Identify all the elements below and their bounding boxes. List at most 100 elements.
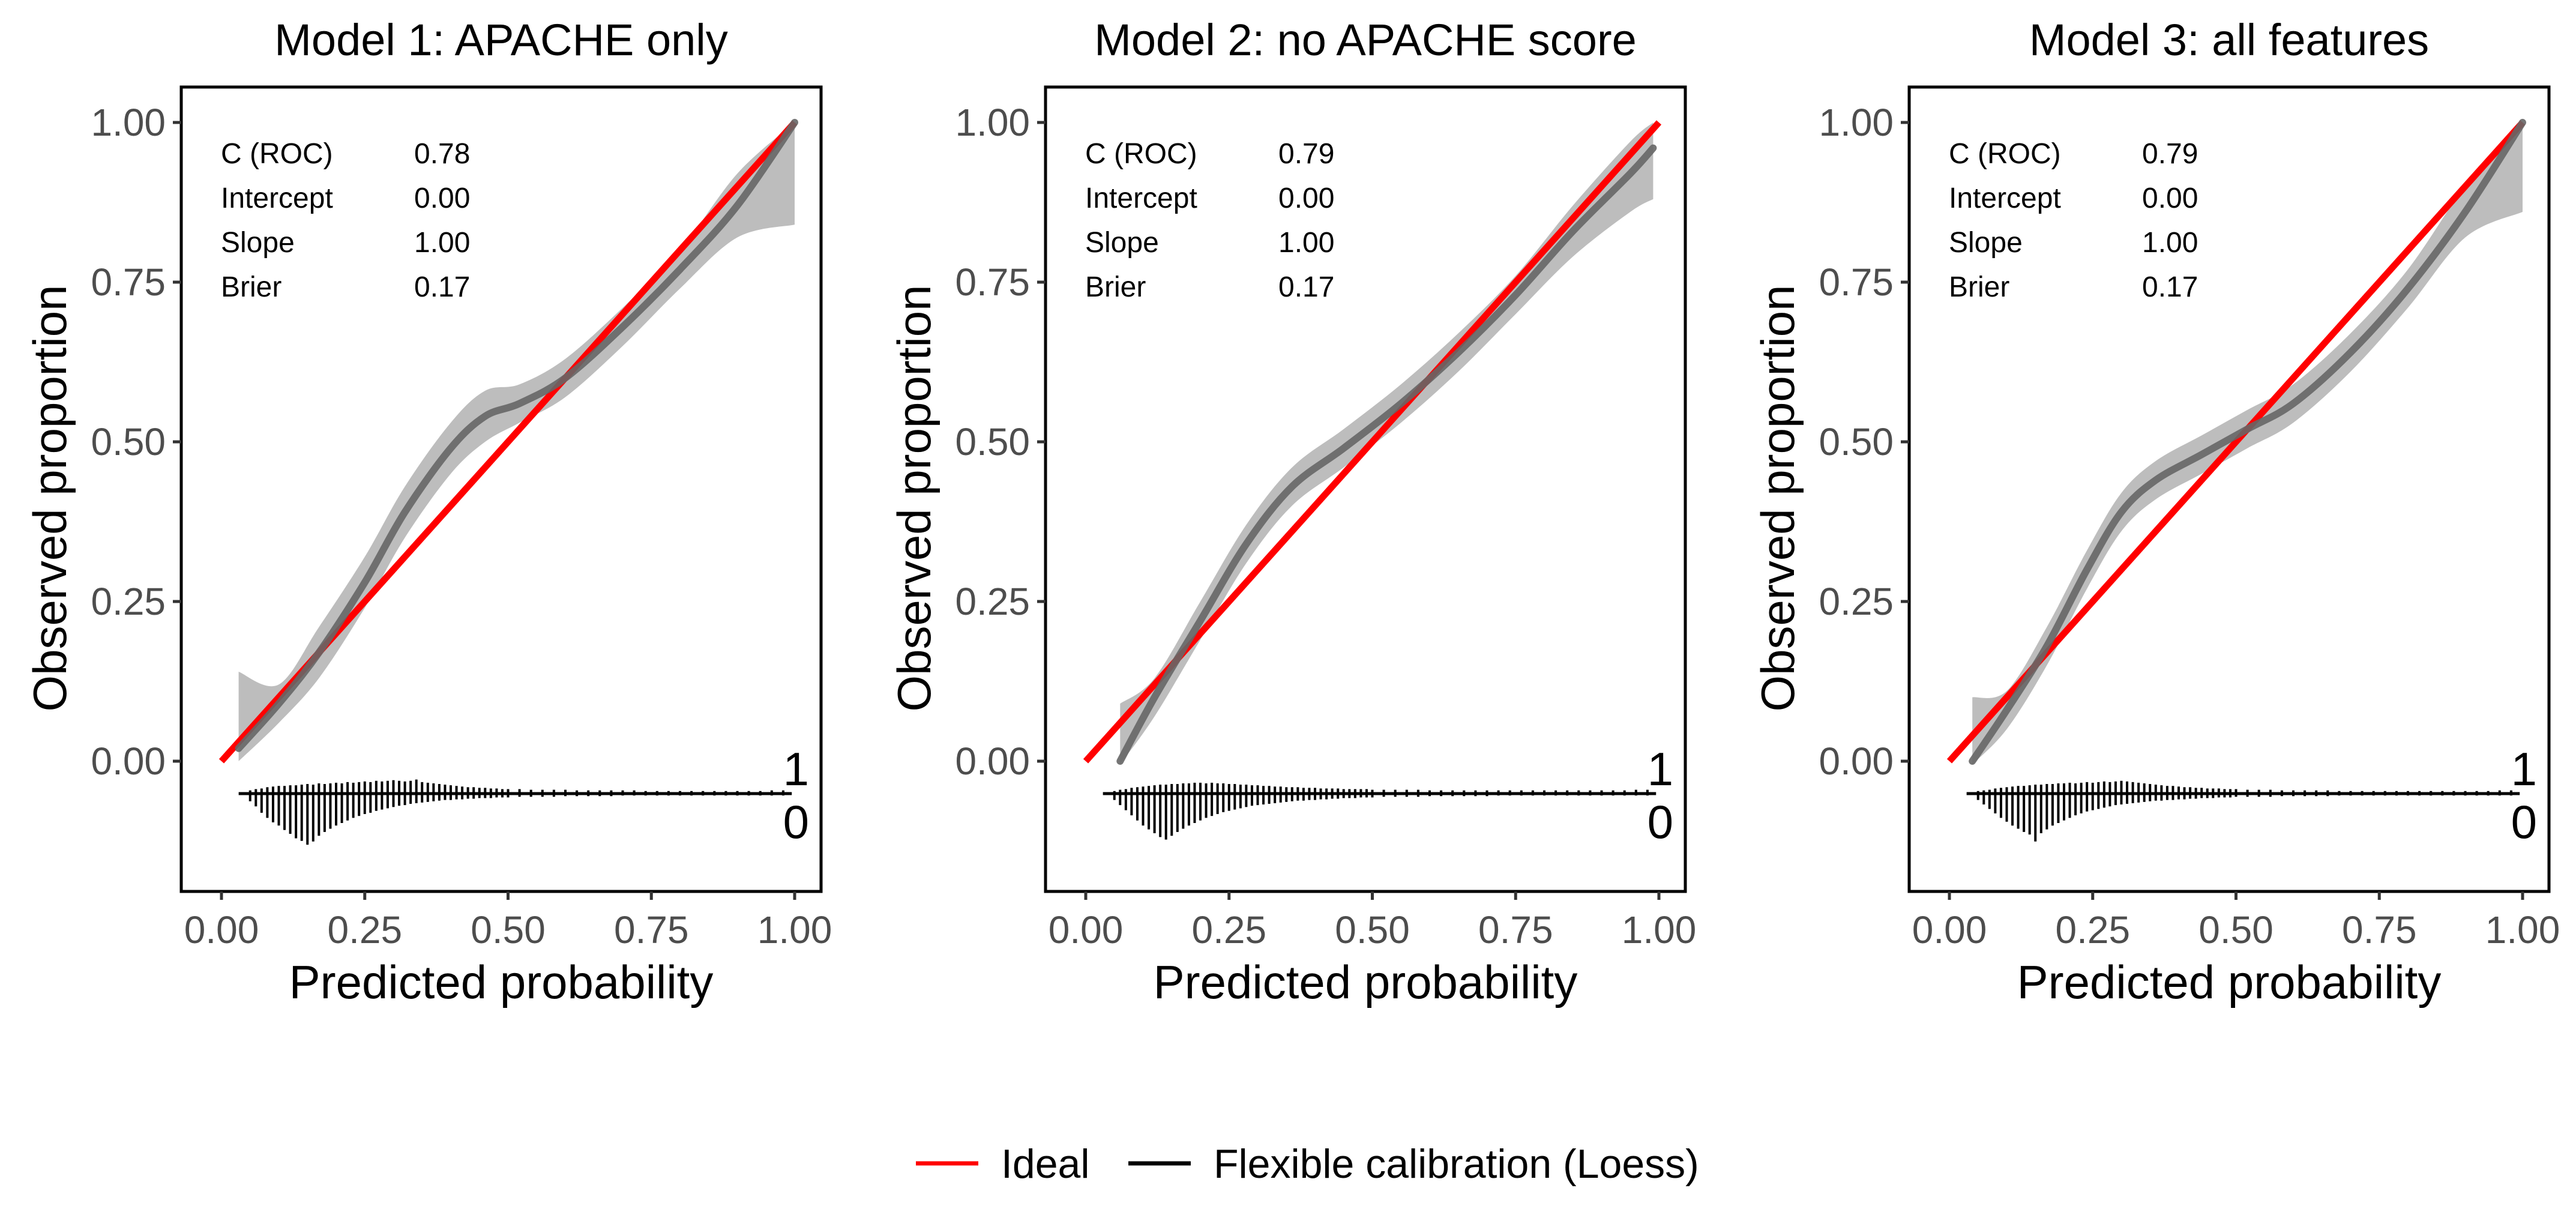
legend: Ideal Flexible calibration (Loess)	[916, 1141, 1699, 1187]
stat-label: Brier	[221, 271, 281, 303]
spike-label-events: 1	[2511, 743, 2537, 795]
y-axis: 0.00 0.25 0.50 0.75 1.00	[1819, 101, 1909, 783]
stat-label: Intercept	[1085, 182, 1197, 214]
x-tick-label: 0.50	[2198, 908, 2274, 951]
y-tick-label: 0.25	[955, 580, 1030, 623]
x-tick-label: 0.25	[2055, 908, 2130, 951]
chart-title: Model 1: APACHE only	[274, 15, 727, 65]
spike-label-events: 1	[783, 743, 809, 795]
stat-label: Intercept	[1949, 182, 2061, 214]
legend-item: Ideal	[916, 1141, 1089, 1187]
y-tick-label: 0.50	[91, 420, 166, 463]
stat-value: 0.17	[414, 271, 470, 303]
loess-curve	[1116, 144, 1657, 765]
y-tick-label: 0.75	[955, 261, 1030, 304]
x-tick-label: 0.75	[614, 908, 689, 951]
chart-panel-1: Model 1: APACHE only 10 C (ROC) 0.78 Interce…	[23, 15, 832, 1009]
x-tick-label: 0.50	[471, 908, 546, 951]
loess-confidence-band	[1120, 122, 1654, 765]
stat-label: Slope	[1949, 227, 2023, 259]
x-tick-label: 1.00	[1622, 908, 1697, 951]
plot-area	[1946, 119, 2526, 765]
plot-area	[218, 119, 798, 764]
loess-curve	[235, 119, 798, 752]
stats-box: C (ROC) 0.78 Intercept 0.00 Slope 1.00 Brier 0.…	[221, 138, 470, 303]
y-tick-label: 0.25	[1819, 580, 1894, 623]
y-axis-title: Observed proportion	[1751, 285, 1804, 711]
stat-value: 0.17	[2142, 271, 2198, 303]
x-tick-label: 1.00	[2485, 908, 2560, 951]
x-tick-label: 0.00	[184, 908, 259, 951]
stat-value: 0.17	[1278, 271, 1334, 303]
spike-label-events: 1	[1648, 743, 1673, 795]
loess-curve	[1969, 119, 2526, 765]
y-axis: 0.00 0.25 0.50 0.75 1.00	[91, 101, 181, 783]
y-tick-label: 1.00	[91, 101, 166, 144]
stat-label: Slope	[1085, 227, 1159, 259]
y-axis: 0.00 0.25 0.50 0.75 1.00	[955, 101, 1046, 783]
x-tick-label: 0.00	[1049, 908, 1124, 951]
x-axis: 0.00 0.25 0.50 0.75 1.00	[184, 891, 832, 951]
chart-panel-2: Model 2: no APACHE score 10 C (ROC) 0.79 Int…	[888, 15, 1696, 1009]
plot-frame	[1044, 85, 1687, 893]
spike-label-non-events: 0	[2511, 795, 2537, 848]
stat-value: 1.00	[2142, 227, 2198, 259]
chart-panel-3: Model 3: all features 10 C (ROC) 0.79 Interc…	[1751, 15, 2560, 1009]
x-axis-title: Predicted probability	[289, 956, 714, 1009]
x-tick-label: 0.75	[1478, 908, 1553, 951]
spike-histogram	[1103, 782, 1657, 840]
stats-box: C (ROC) 0.79 Intercept 0.00 Slope 1.00 Brier 0.…	[1085, 138, 1334, 303]
y-tick-label: 1.00	[1819, 101, 1894, 144]
spike-histogram	[238, 779, 792, 845]
stat-value: 0.00	[414, 182, 470, 214]
stat-value: 1.00	[414, 227, 470, 259]
stat-value: 0.00	[2142, 182, 2198, 214]
spike-label-non-events: 0	[1648, 795, 1673, 848]
x-tick-label: 0.25	[327, 908, 402, 951]
stat-label: C (ROC)	[221, 138, 333, 170]
y-axis-title: Observed proportion	[888, 285, 940, 711]
legend-label: Flexible calibration (Loess)	[1214, 1141, 1699, 1187]
stat-label: Brier	[1949, 271, 2009, 303]
x-axis: 0.00 0.25 0.50 0.75 1.00	[1912, 891, 2560, 951]
stat-value: 0.79	[1278, 138, 1334, 170]
stat-label: C (ROC)	[1085, 138, 1197, 170]
stat-value: 0.00	[1278, 182, 1334, 214]
x-axis-title: Predicted probability	[1154, 956, 1578, 1009]
chart-title: Model 3: all features	[2029, 15, 2429, 65]
x-tick-label: 0.25	[1191, 908, 1266, 951]
x-tick-label: 0.00	[1912, 908, 1987, 951]
y-tick-label: 1.00	[955, 101, 1030, 144]
chart-title: Model 2: no APACHE score	[1094, 15, 1637, 65]
y-tick-label: 0.25	[91, 580, 166, 623]
x-axis-title: Predicted probability	[2017, 956, 2442, 1009]
y-tick-label: 0.00	[91, 740, 166, 783]
legend-item: Flexible calibration (Loess)	[1128, 1141, 1699, 1187]
y-tick-label: 0.75	[91, 261, 166, 304]
stat-value: 1.00	[1278, 227, 1334, 259]
stat-label: Intercept	[221, 182, 333, 214]
y-tick-label: 0.00	[1819, 740, 1894, 783]
plot-frame	[1907, 85, 2551, 893]
stat-value: 0.79	[2142, 138, 2198, 170]
loess-confidence-band	[1972, 122, 2523, 765]
stat-label: C (ROC)	[1949, 138, 2061, 170]
plot-area	[1083, 120, 1662, 765]
y-tick-label: 0.50	[1819, 420, 1894, 463]
stats-box: C (ROC) 0.79 Intercept 0.00 Slope 1.00 Brier 0.…	[1949, 138, 2198, 303]
stat-label: Brier	[1085, 271, 1146, 303]
x-tick-label: 1.00	[757, 908, 832, 951]
spike-histogram	[1966, 780, 2520, 842]
legend-label: Ideal	[1001, 1141, 1089, 1187]
x-tick-label: 0.50	[1335, 908, 1410, 951]
y-axis-title: Observed proportion	[23, 285, 76, 711]
y-tick-label: 0.75	[1819, 261, 1894, 304]
x-axis: 0.00 0.25 0.50 0.75 1.00	[1049, 891, 1697, 951]
plot-frame	[179, 85, 823, 893]
x-tick-label: 0.75	[2342, 908, 2417, 951]
spike-label-non-events: 0	[783, 795, 809, 848]
y-tick-label: 0.50	[955, 420, 1030, 463]
stat-value: 0.78	[414, 138, 470, 170]
stat-label: Slope	[221, 227, 295, 259]
